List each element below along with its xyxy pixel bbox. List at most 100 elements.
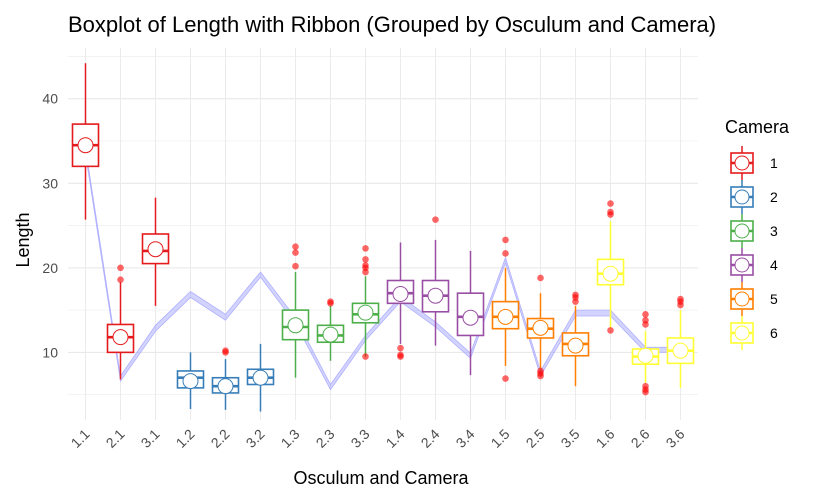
outlier-point [397,344,404,352]
outlier-point [537,367,544,375]
x-tick-label: 2.2 [208,426,233,451]
legend-item-5: 5 [730,282,778,316]
outlier-point [292,262,299,270]
legend-key-mean [734,189,750,205]
mean-point [112,329,129,346]
x-tick-label: 3.6 [663,426,688,451]
mean-point [392,286,409,303]
x-tick-label: 1.2 [173,426,198,451]
mean-point [672,342,689,359]
outlier-point [607,327,614,334]
legend-item-6: 6 [730,316,778,350]
y-tick-label: 10 [42,344,58,360]
outlier-point [537,274,544,282]
mean-point [182,373,199,390]
box-3.4 [456,250,485,376]
box-2.1 [106,264,135,380]
mean-point [532,319,549,336]
box-3.1 [141,197,170,306]
outlier-point [677,295,684,303]
mean-point [147,241,164,258]
x-axis-ticks: 1.1 2.1 3.1 1.2 2.2 3.2 1.3 2.3 3.3 1.4 2.4 3.4 1.5 2… [68,426,688,451]
outlier-point [222,347,229,354]
x-tick-label: 1.4 [383,426,408,451]
mean-point [287,317,304,334]
box-1.1 [71,63,100,220]
y-axis-ticks: 10 20 30 40 [42,91,58,361]
legend-label: 6 [770,325,778,341]
x-tick-label: 1.5 [488,426,513,451]
mean-point [602,265,619,282]
outlier-point [642,316,649,324]
outlier-point [362,261,369,269]
box-2.6 [631,311,660,396]
legend-title: Camera [725,117,790,137]
legend-key-mean [734,155,750,171]
y-tick-label: 40 [42,91,58,107]
y-tick-label: 20 [42,260,58,276]
outlier-point [607,200,614,207]
box-2.4 [421,216,450,346]
legend-item-1: 1 [730,146,778,180]
mean-point [357,304,374,321]
outlier-point [642,382,649,390]
outlier-point [502,236,509,244]
outlier-point [117,276,124,283]
legend-item-2: 2 [730,180,778,214]
legend-label: 4 [770,257,778,273]
ribbon [85,147,681,391]
mean-point [427,287,444,304]
legend-key-mean [734,291,750,307]
x-tick-label: 3.1 [138,426,163,451]
x-tick-label: 3.3 [348,426,373,451]
legend-label: 2 [770,189,778,205]
outlier-point [292,249,299,256]
legend-label: 1 [770,155,778,171]
x-axis-title: Osculum and Camera [293,468,469,488]
x-tick-label: 1.1 [68,426,93,451]
legend-item-4: 4 [730,248,778,282]
box-body [456,292,485,337]
x-tick-label: 3.4 [453,426,478,451]
outlier-point [502,250,509,257]
outlier-point [397,351,404,359]
outlier-point [642,311,649,318]
x-tick-label: 1.6 [593,426,618,451]
x-tick-label: 2.1 [103,426,128,451]
outlier-point [362,256,369,263]
y-axis-title: Length [13,212,33,267]
x-tick-label: 3.5 [558,426,583,451]
box-3.2 [246,343,275,412]
box-1.5 [491,236,520,382]
legend: Camera 1 2 3 4 5 6 [725,117,790,350]
box-2.3 [316,298,345,361]
ribbon-band [85,147,681,391]
outlier-point [292,243,299,250]
legend-item-3: 3 [730,214,778,248]
legend-label: 3 [770,223,778,239]
legend-key-mean [734,257,750,273]
box-3.3 [351,245,380,360]
legend-key-mean [734,325,750,341]
x-tick-label: 3.2 [243,426,268,451]
x-tick-label: 2.3 [313,426,338,451]
outlier-point [362,353,369,360]
box-3.6 [666,295,695,388]
outlier-point [502,375,509,382]
legend-key-mean [734,223,750,239]
outlier-point [432,216,439,223]
mean-point [217,378,234,395]
box-1.6 [596,200,625,334]
x-tick-label: 2.4 [418,426,443,451]
outlier-point [607,208,614,216]
outlier-point [572,291,579,299]
outlier-point [327,298,334,305]
x-tick-label: 2.5 [523,426,548,451]
box-1.2 [176,352,205,410]
box-2.2 [211,347,240,410]
box-2.5 [526,274,555,380]
x-tick-label: 2.6 [628,426,653,451]
box-3.5 [561,291,590,387]
y-tick-label: 30 [42,175,58,191]
